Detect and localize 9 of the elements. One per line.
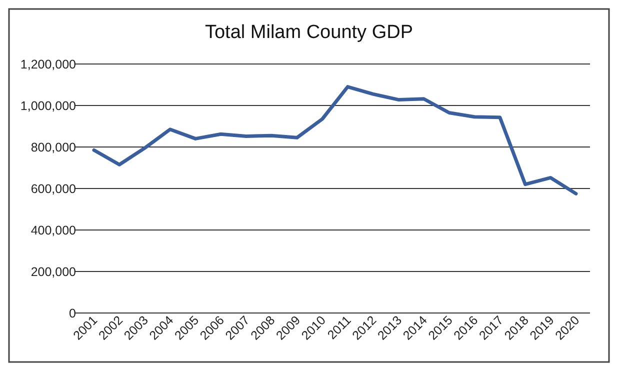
y-tick-label: 800,000 — [30, 140, 76, 154]
y-tick-label: 1,000,000 — [20, 98, 76, 113]
line-series — [92, 85, 578, 196]
y-tick-label: 0 — [69, 306, 76, 320]
y-tick-label: 1,200,000 — [20, 57, 76, 72]
y-tick-label: 400,000 — [30, 223, 76, 238]
y-tick-label: 600,000 — [30, 182, 76, 196]
chart-title: Total Milam County GDP — [204, 22, 414, 43]
y-tick-label: 200,000 — [30, 264, 76, 279]
